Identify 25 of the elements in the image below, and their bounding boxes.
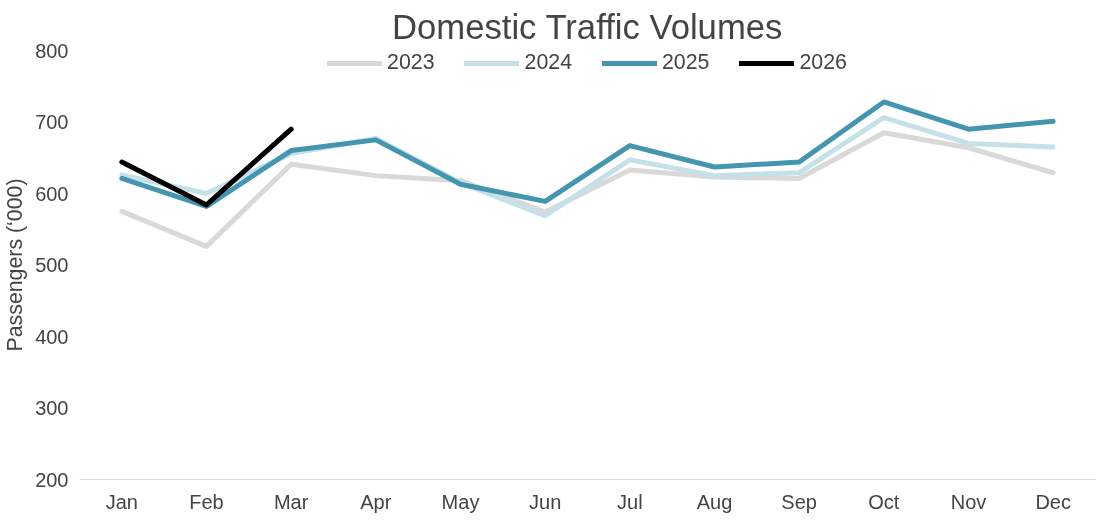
- x-tick-label: Jun: [529, 490, 562, 513]
- x-tick-label: Apr: [360, 490, 392, 513]
- x-tick-label: Aug: [696, 490, 733, 513]
- y-tick-label: 800: [35, 39, 69, 62]
- y-tick-label: 400: [35, 325, 69, 348]
- x-tick-label: Sep: [781, 490, 817, 513]
- legend-label: 2026: [799, 50, 847, 75]
- chart-title: Domestic Traffic Volumes: [392, 7, 783, 46]
- y-tick-label: 500: [35, 254, 69, 276]
- x-tick-label: Oct: [868, 490, 900, 513]
- y-tick-label: 700: [35, 111, 69, 133]
- legend-label: 2025: [662, 50, 710, 75]
- x-tick-label: Dec: [1035, 490, 1071, 513]
- legend-label: 2024: [524, 50, 572, 75]
- y-tick-label: 300: [35, 397, 69, 419]
- x-tick-label: May: [441, 490, 480, 513]
- x-tick-label: Nov: [950, 490, 987, 513]
- y-axis-title: Passengers (‘000): [3, 178, 28, 352]
- x-tick-label: Jul: [617, 490, 643, 513]
- x-tick-label: Jan: [105, 490, 138, 513]
- y-tick-label: 200: [35, 468, 69, 491]
- y-tick-label: 600: [35, 182, 69, 205]
- x-tick-label: Mar: [273, 490, 309, 513]
- legend-label: 2023: [387, 50, 435, 75]
- x-tick-label: Feb: [189, 490, 224, 513]
